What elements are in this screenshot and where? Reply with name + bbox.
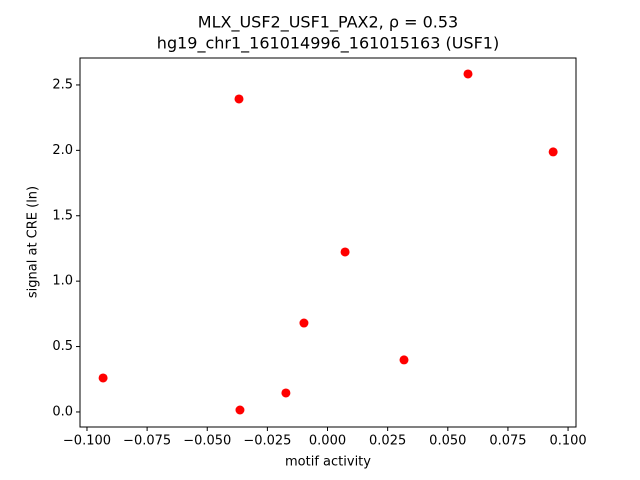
- point: [299, 318, 309, 328]
- y-tick-label: 2.0: [52, 143, 73, 158]
- point: [548, 147, 558, 157]
- point: [281, 388, 291, 398]
- x-tick-label: 0.000: [309, 434, 346, 449]
- y-tick-label: 2.5: [52, 77, 73, 92]
- y-tick-label: 1.5: [52, 208, 73, 223]
- point: [340, 247, 350, 257]
- y-tick-label: 1.0: [52, 274, 73, 289]
- point: [98, 373, 108, 383]
- x-tick-label: 0.100: [549, 434, 586, 449]
- y-tick-label: 0.5: [52, 339, 73, 354]
- y-axis-label: signal at CRE (ln): [26, 186, 41, 298]
- plot-frame: [79, 57, 577, 428]
- chart-title: MLX_USF2_USF1_PAX2, ρ = 0.53: [198, 13, 458, 33]
- x-tick-label: 0.075: [489, 434, 526, 449]
- x-tick-label: −0.075: [123, 434, 171, 449]
- x-tick-label: 0.050: [429, 434, 466, 449]
- y-tick-label: 0.0: [52, 404, 73, 419]
- point: [234, 94, 244, 104]
- x-tick-label: −0.100: [63, 434, 111, 449]
- x-tick-label: −0.025: [243, 434, 291, 449]
- x-tick-label: 0.025: [369, 434, 406, 449]
- x-tick-label: −0.050: [183, 434, 231, 449]
- point: [235, 405, 245, 415]
- x-axis-label: motif activity: [285, 455, 371, 470]
- chart-subtitle: hg19_chr1_161014996_161015163 (USF1): [157, 34, 499, 54]
- point: [399, 355, 409, 365]
- point: [463, 69, 473, 79]
